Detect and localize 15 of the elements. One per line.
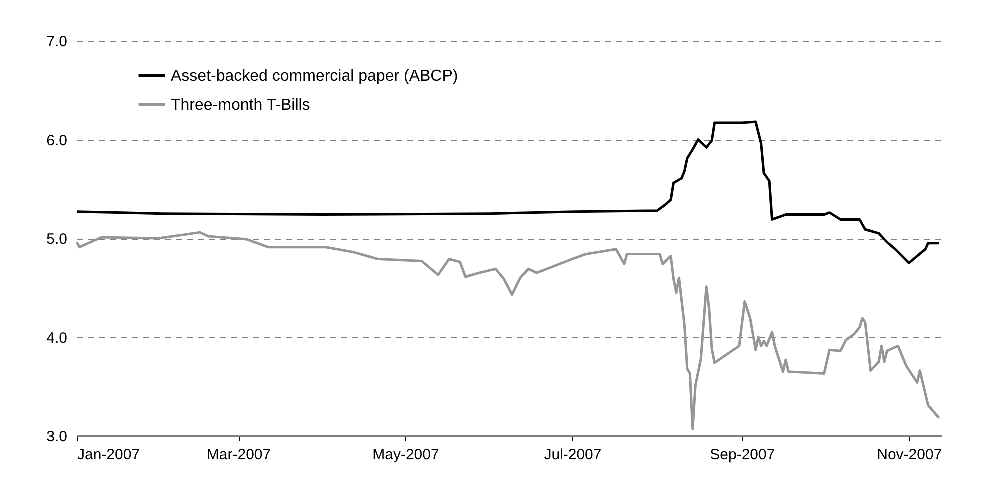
- x-tick-label: Jan-2007: [78, 446, 140, 464]
- y-tick-label: 6.0: [46, 132, 68, 150]
- x-tick-label: Jul-2007: [544, 446, 602, 464]
- y-tick-label: 4.0: [46, 330, 68, 347]
- x-tick-label: Mar-2007: [206, 446, 272, 464]
- legend-label: Three-month T-Bills: [171, 97, 310, 114]
- y-tick-label: 7.0: [46, 34, 68, 50]
- x-tick-label: Nov-2007: [877, 446, 942, 464]
- line-series: [76, 120, 941, 264]
- y-tick-label: 5.0: [46, 231, 68, 248]
- line-series: [76, 231, 941, 430]
- x-tick-label: Sep-2007: [710, 446, 776, 464]
- legend-label: Asset-backed commercial paper (ABCP): [171, 68, 458, 85]
- x-tick-label: May-2007: [372, 446, 440, 464]
- y-tick-label: 3.0: [46, 428, 68, 446]
